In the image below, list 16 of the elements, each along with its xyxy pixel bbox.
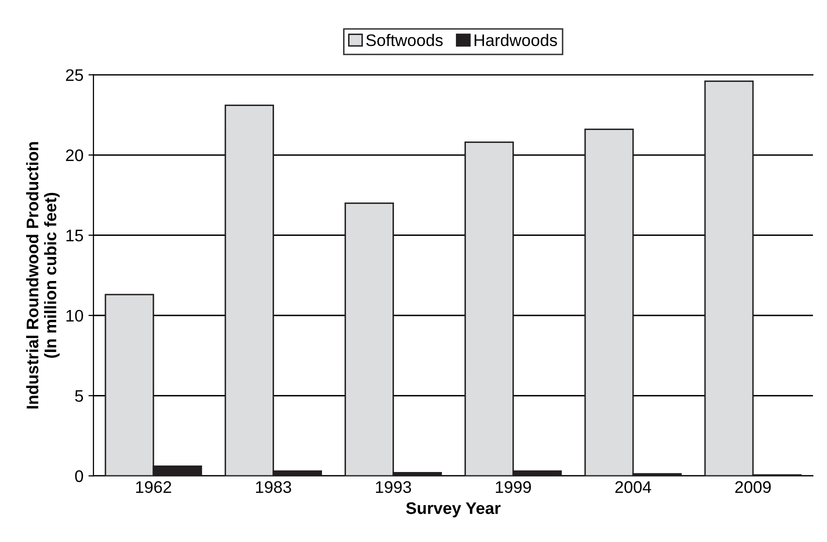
x-tick-label: 2004 bbox=[615, 481, 652, 493]
x-axis-title: Survey Year bbox=[406, 502, 501, 518]
legend-label: Hardwoods bbox=[474, 34, 557, 46]
y-axis-title: Industrial Roundwood Production (In million cubic feet) bbox=[26, 142, 60, 408]
y-tick-label: 0 bbox=[75, 470, 84, 482]
y-tick-label: 20 bbox=[66, 149, 84, 162]
y-tick-label: 10 bbox=[66, 310, 84, 322]
legend-label: Softwoods bbox=[366, 34, 443, 46]
x-tick-label: 2009 bbox=[735, 481, 771, 493]
x-tick-label: 1993 bbox=[376, 481, 412, 493]
y-tick-label: 15 bbox=[66, 230, 84, 242]
x-tick-label: 1999 bbox=[496, 481, 531, 493]
x-tick-label: 1962 bbox=[136, 481, 172, 493]
y-tick-label: 25 bbox=[66, 69, 84, 81]
x-tick-label: 1983 bbox=[256, 481, 292, 493]
y-tick-label: 5 bbox=[75, 390, 84, 402]
